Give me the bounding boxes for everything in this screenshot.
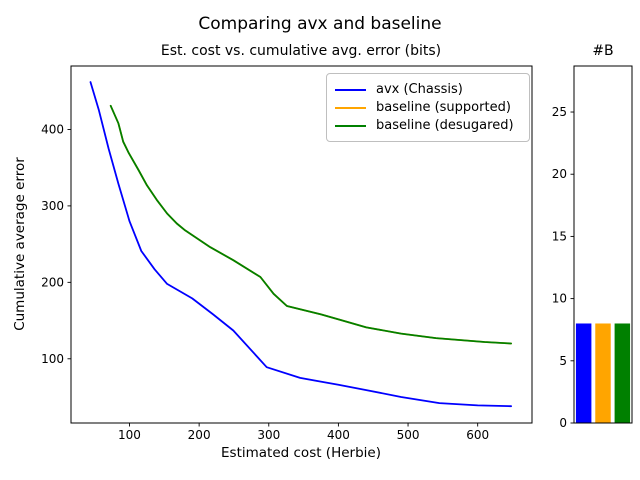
bar-plot-frame (573, 65, 633, 424)
x-tick-label: 100 (118, 428, 141, 442)
series-line-baseline-desugared (109, 104, 513, 345)
bar-baseline-desugared (614, 323, 631, 423)
bar-y-tick-label: 5 (559, 354, 567, 368)
x-axis-label: Estimated cost (Herbie) (221, 445, 381, 461)
bar-avx-chassis (575, 323, 592, 423)
legend-label: avx (Chassis) (376, 82, 463, 97)
x-tick-label: 500 (397, 428, 420, 442)
legend-label: baseline (desugared) (376, 118, 514, 133)
x-tick-label: 600 (466, 428, 489, 442)
bar-baseline-supported (595, 323, 611, 423)
bar-y-tick-label: 25 (552, 105, 567, 119)
main-plot-frame (70, 65, 533, 424)
bar-y-tick-label: 10 (552, 292, 567, 306)
legend-line-swatch-baseline-supported (335, 106, 366, 109)
bar-y-tick-label: 15 (552, 229, 567, 243)
legend-item-baseline-supported: baseline (supported) (335, 99, 521, 116)
legend-label: baseline (supported) (376, 100, 511, 115)
x-tick-label: 300 (257, 428, 280, 442)
legend-item-avx-chassis: avx (Chassis) (335, 81, 521, 98)
legend-item-baseline-desugared: baseline (desugared) (335, 117, 521, 134)
y-axis-label: Cumulative average error (12, 157, 28, 331)
x-tick-label: 200 (188, 428, 211, 442)
bar-y-tick-label: 0 (559, 416, 567, 430)
y-tick-label: 100 (41, 352, 64, 366)
y-tick-label: 400 (41, 122, 64, 136)
legend-line-swatch-baseline-desugared (335, 124, 366, 127)
figure-title: Comparing avx and baseline (198, 14, 441, 34)
x-tick-label: 400 (327, 428, 350, 442)
bar-y-tick-label: 20 (552, 167, 567, 181)
main-chart-title: Est. cost vs. cumulative avg. error (bit… (161, 43, 441, 59)
y-tick-label: 300 (41, 199, 64, 213)
y-tick-label: 200 (41, 275, 64, 289)
legend-line-swatch-avx (335, 88, 366, 91)
series-line-avx-chassis (89, 81, 513, 408)
legend: avx (Chassis) baseline (supported) basel… (326, 73, 530, 142)
bar-chart-title: #B (592, 43, 613, 59)
